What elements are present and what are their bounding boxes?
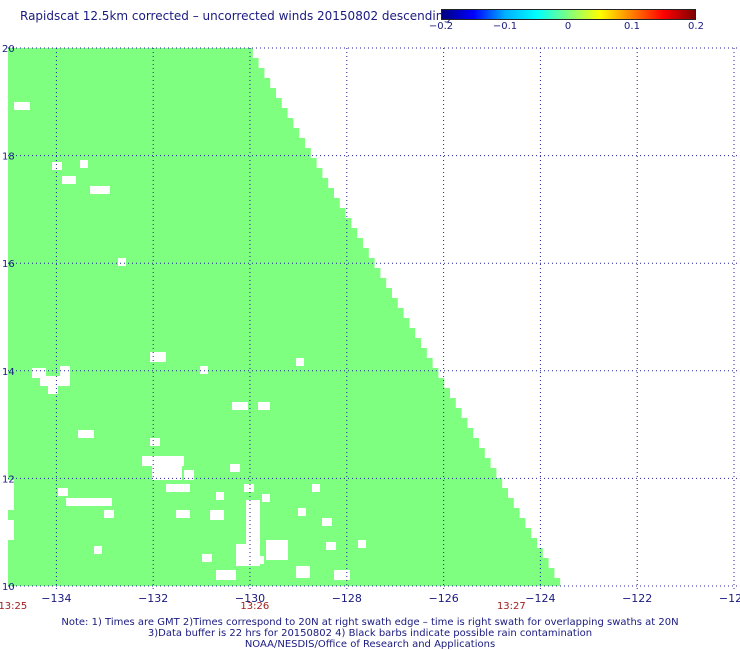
missing-cell (62, 176, 76, 184)
time-label: 13:27 (497, 601, 526, 612)
missing-cell (262, 494, 270, 502)
longitude-tick-label: −132 (138, 592, 168, 605)
missing-cell (334, 570, 350, 580)
time-label: 13:25 (0, 601, 27, 612)
missing-cell (104, 510, 114, 518)
missing-cell (142, 456, 184, 466)
colorbar-tick: −0.2 (428, 21, 454, 32)
longitude-tick-label: −122 (622, 592, 652, 605)
longitude-tick-label: −120 (719, 592, 740, 605)
missing-cell (80, 160, 88, 168)
missing-cell (202, 554, 212, 562)
longitude-tick-label: −134 (41, 592, 71, 605)
missing-cell (48, 386, 58, 394)
latitude-tick-label: 14 (2, 367, 15, 378)
longitude-tick-label: −130 (235, 592, 265, 605)
missing-cell (90, 186, 110, 194)
colorbar (441, 9, 696, 20)
missing-cell (200, 366, 208, 374)
missing-cell (230, 464, 240, 472)
colorbar-tick: −0.1 (492, 21, 518, 32)
note-line-2: 3)Data buffer is 22 hrs for 20150802 4) … (147, 628, 593, 639)
missing-cell (258, 402, 270, 410)
missing-data-cells (8, 102, 366, 580)
missing-cell (52, 162, 62, 170)
missing-cell (166, 484, 190, 492)
missing-cell (118, 258, 126, 266)
missing-cell (312, 484, 320, 492)
note-line-3: NOAA/NESDIS/Office of Research and Appli… (244, 639, 496, 650)
missing-cell (358, 540, 366, 548)
missing-cell (8, 520, 14, 540)
missing-cell (58, 488, 68, 496)
wind-swath (8, 48, 561, 586)
missing-cell (184, 470, 194, 480)
missing-cell (232, 402, 248, 410)
missing-cell (296, 358, 304, 366)
missing-cell (266, 540, 288, 560)
colorbar-tick: 0.1 (624, 21, 640, 32)
axis-labels: −134 −132 −130 −128 −126 −124 −122 −120 10 12 14 16… (0, 44, 740, 612)
missing-cell (322, 518, 332, 526)
missing-cell (236, 544, 260, 566)
latitude-tick-label: 18 (2, 152, 15, 163)
longitude-tick-label: −128 (332, 592, 362, 605)
longitude-tick-label: −124 (525, 592, 555, 605)
longitude-tick-label: −126 (428, 592, 458, 605)
missing-cell (78, 430, 94, 438)
colorbar-tick: 0 (564, 21, 572, 32)
missing-cell (326, 542, 336, 550)
missing-cell (152, 466, 182, 480)
missing-cell (216, 492, 224, 500)
missing-cell (60, 366, 70, 384)
missing-cell (150, 438, 160, 446)
missing-cell (40, 376, 70, 386)
colorbar-tick: 0.2 (688, 21, 704, 32)
missing-cell (210, 510, 224, 520)
latitude-tick-label: 20 (2, 44, 15, 55)
note-line-1: Note: 1) Times are GMT 2)Times correspon… (61, 617, 679, 628)
missing-cell (150, 352, 166, 362)
missing-cell (244, 484, 254, 492)
chart-title: Rapidscat 12.5km corrected – uncorrected… (20, 9, 451, 23)
missing-cell (216, 570, 236, 580)
missing-cell (32, 368, 46, 378)
missing-cell (298, 508, 306, 516)
missing-cell (176, 510, 190, 518)
missing-cell (246, 500, 260, 544)
missing-cell (94, 546, 102, 554)
latitude-tick-label: 12 (2, 474, 15, 485)
latitude-tick-label: 16 (2, 259, 15, 270)
missing-cell (14, 102, 30, 110)
time-label: 13:26 (240, 601, 269, 612)
missing-cell (8, 480, 14, 510)
missing-cell (296, 566, 310, 578)
swath-area (8, 48, 561, 586)
latitude-tick-label: 10 (2, 582, 15, 593)
missing-cell (256, 556, 264, 564)
missing-cell (66, 498, 112, 506)
